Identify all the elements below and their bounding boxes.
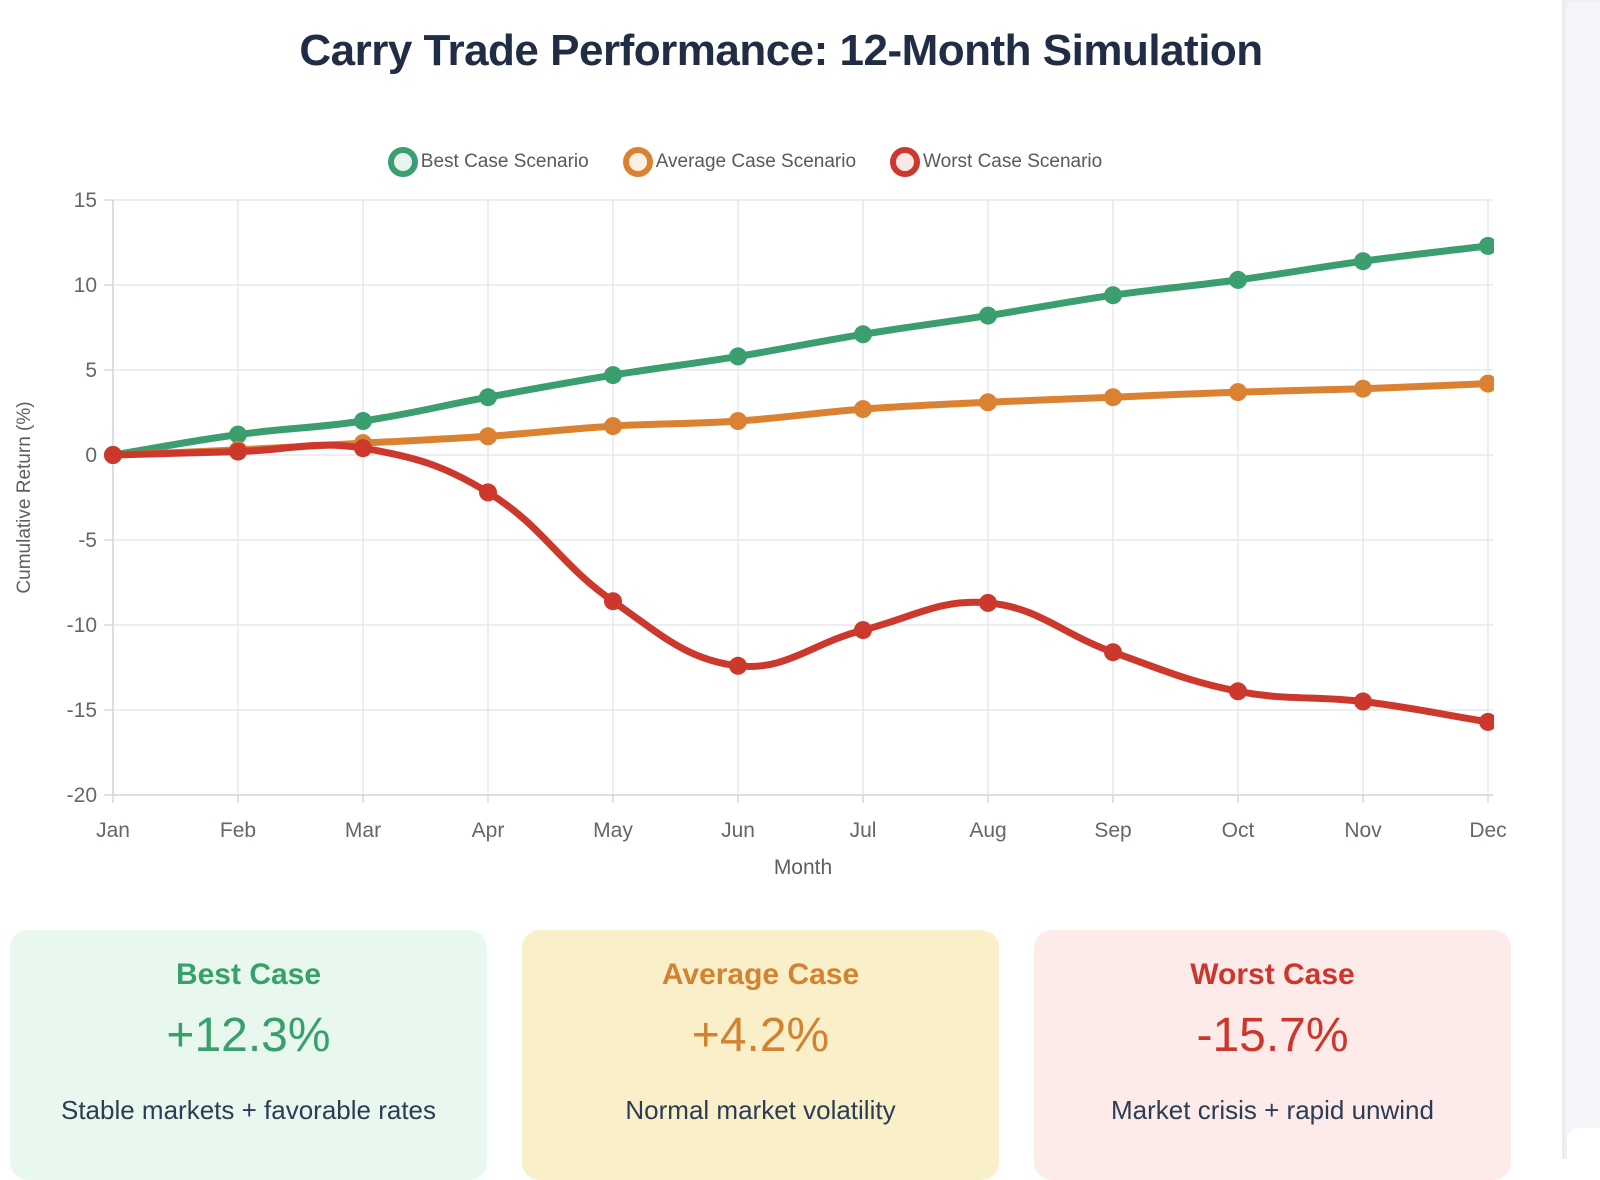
card-title: Average Case — [661, 958, 860, 991]
card-title: Best Case — [175, 958, 322, 991]
x-tick-label: Jan — [96, 819, 130, 842]
y-tick-label: 10 — [74, 274, 97, 297]
data-point — [354, 412, 372, 430]
x-tick-label: Sep — [1094, 819, 1131, 842]
series-group — [104, 236, 1494, 731]
card-description: Normal market volatility — [625, 1095, 896, 1125]
x-tick-label: Nov — [1344, 819, 1382, 842]
data-point — [479, 427, 497, 446]
data-point — [1479, 236, 1494, 255]
data-point — [979, 306, 997, 325]
data-point — [979, 393, 997, 412]
page-content: Carry Trade Performance: 12-Month Simula… — [0, 26, 1511, 1180]
data-point — [979, 593, 997, 612]
data-point — [854, 621, 872, 640]
card-value: -15.7% — [1196, 1009, 1349, 1062]
legend-marker-icon — [622, 147, 653, 177]
data-point — [604, 592, 622, 611]
series-line — [109, 441, 1492, 726]
legend-item-worst-case[interactable]: Worst Case Scenario — [890, 147, 1102, 177]
data-point — [1104, 643, 1122, 662]
data-point — [1104, 286, 1122, 305]
legend-label: Worst Case Scenario — [923, 151, 1103, 172]
data-point — [479, 483, 497, 502]
y-tick-label: -15 — [67, 699, 97, 722]
legend-marker-icon — [890, 147, 921, 177]
data-point — [354, 439, 372, 458]
x-tick-label: Mar — [345, 819, 381, 842]
data-point — [729, 412, 747, 430]
y-tick-label: -5 — [78, 529, 97, 552]
data-point — [1229, 383, 1247, 402]
data-point — [729, 656, 747, 675]
page-background-strip — [1562, 0, 1600, 1159]
line-chart: Jan Feb Mar Apr May Jun Jul Aug Sep Oct Nov Dec 15 10… — [14, 189, 1507, 879]
legend-item-average-case[interactable]: Average Case Scenario — [622, 147, 857, 177]
data-point — [229, 425, 247, 444]
card-worst-case: Worst Case -15.7% Market crisis + rapid … — [1034, 930, 1511, 1180]
card-description: Market crisis + rapid unwind — [1111, 1095, 1434, 1125]
x-tick-label: Jun — [721, 819, 755, 842]
x-tick-label: Aug — [969, 819, 1006, 842]
card-value: +12.3% — [166, 1009, 331, 1062]
legend-item-best-case[interactable]: Best Case Scenario — [387, 147, 589, 177]
y-tick-label: -10 — [67, 614, 97, 637]
series-line — [109, 242, 1492, 459]
data-point — [604, 366, 622, 385]
x-tick-label: Jul — [850, 819, 877, 842]
data-point — [1354, 252, 1372, 271]
data-point — [479, 388, 497, 407]
data-point — [854, 325, 872, 344]
card-value: +4.2% — [691, 1009, 830, 1062]
x-tick-label: Feb — [220, 819, 256, 842]
y-axis-title: Cumulative Return (%) — [14, 401, 35, 593]
y-tick-label: 5 — [85, 359, 97, 382]
grid — [104, 199, 1493, 803]
next-section-corner — [1567, 1128, 1600, 1159]
data-point — [1354, 692, 1372, 711]
y-tick-label: 15 — [74, 189, 97, 212]
summary-cards: Best Case +12.3% Stable markets + favora… — [0, 930, 1511, 1180]
y-tick-label: -20 — [67, 784, 97, 807]
card-description: Stable markets + favorable rates — [60, 1095, 437, 1125]
card-average-case: Average Case +4.2% Normal market volatil… — [522, 930, 999, 1180]
data-point — [1229, 270, 1247, 289]
chart-legend: Best Case Scenario Average Case Scenario… — [0, 147, 1490, 177]
x-tick-label: Apr — [472, 819, 505, 842]
card-best-case: Best Case +12.3% Stable markets + favora… — [10, 930, 487, 1180]
data-point — [854, 400, 872, 419]
card-title: Worst Case — [1190, 958, 1355, 991]
data-point — [1479, 374, 1494, 393]
data-point — [1479, 712, 1494, 731]
data-point — [104, 446, 122, 464]
legend-marker-icon — [387, 147, 418, 177]
legend-label: Average Case Scenario — [655, 151, 857, 172]
data-point — [1104, 388, 1122, 407]
x-tick-label: Dec — [1469, 819, 1506, 842]
y-tick-label: 0 — [85, 444, 97, 467]
page-title: Carry Trade Performance: 12-Month Simula… — [299, 26, 1263, 75]
x-tick-label: May — [593, 819, 633, 842]
data-point — [1354, 379, 1372, 398]
x-tick-label: Oct — [1222, 819, 1255, 842]
data-point — [1229, 682, 1247, 701]
data-point — [229, 442, 247, 461]
legend-label: Best Case Scenario — [420, 151, 589, 172]
x-axis-title: Month — [774, 856, 832, 879]
data-point — [729, 347, 747, 366]
data-point — [604, 417, 622, 436]
